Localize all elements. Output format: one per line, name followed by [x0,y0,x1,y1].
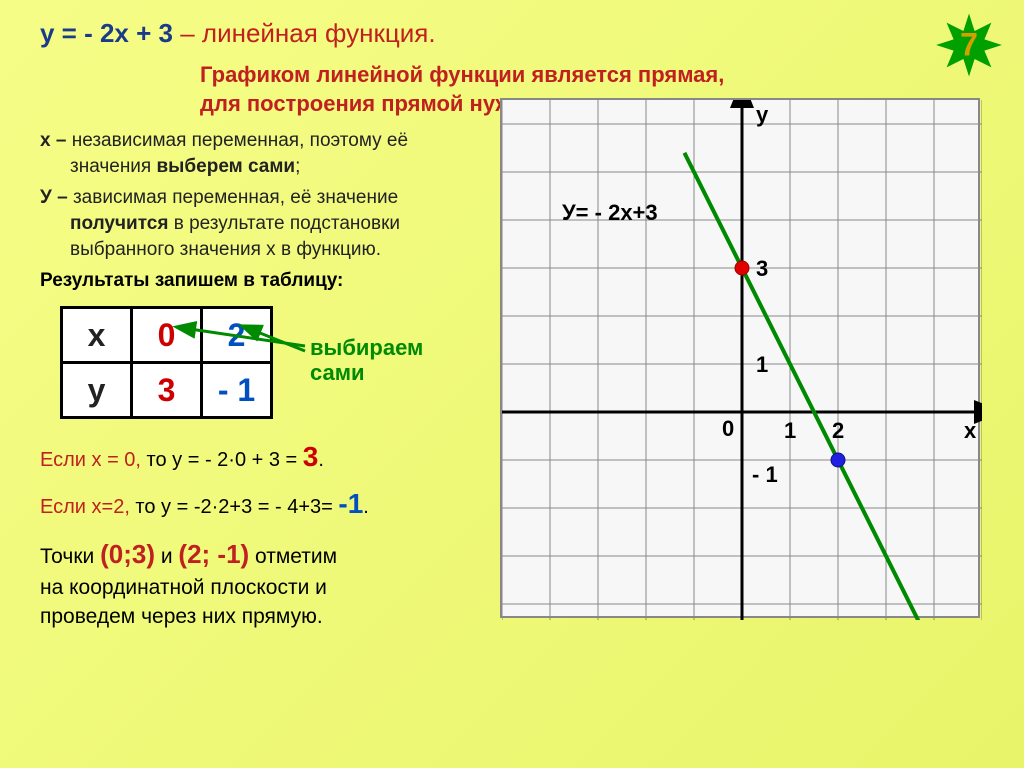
title-equation: у = - 2х + 3 [40,18,173,48]
y-explain: У – зависимая переменная, её значение по… [40,185,490,262]
svg-text:1: 1 [784,418,796,443]
table-row: х 0 2 [62,308,272,363]
calc-line-2: Если х=2, то у = -2·2+3 = - 4+3= -1. [40,486,490,522]
svg-text:0: 0 [722,416,734,441]
calc-line-1: Если х = 0, то у = - 2·0 + 3 = 3. [40,439,490,475]
title: у = - 2х + 3 – линейная функция. [0,0,1024,49]
svg-text:2: 2 [832,418,844,443]
points-text: Точки (0;3) и (2; -1) отметим на координ… [40,536,490,631]
svg-text:- 1: - 1 [752,462,778,487]
svg-text:х: х [964,418,977,443]
svg-text:1: 1 [756,352,768,377]
title-suffix: – линейная функция. [173,18,436,48]
graph-svg: у х 0 1 2 1 3 - 1 У= - 2х+3 [502,100,982,620]
table-row: у 3 - 1 [62,363,272,418]
svg-text:У= - 2х+3: У= - 2х+3 [562,200,658,225]
values-table-wrap: х 0 2 у 3 - 1 вы [40,306,490,419]
values-table: х 0 2 у 3 - 1 [60,306,273,419]
graph-panel: у х 0 1 2 1 3 - 1 У= - 2х+3 [500,98,980,618]
choose-label: выбираем сами [310,336,423,384]
x-explain: х – независимая переменная, поэтому её з… [40,128,490,179]
subtitle-line1: Графиком линейной функции является пряма… [200,61,1024,90]
slide-number-star: 7 [934,10,1004,80]
left-column: х – независимая переменная, поэтому её з… [40,128,490,631]
svg-text:3: 3 [756,256,768,281]
results-title: Результаты запишем в таблицу: [40,270,490,292]
slide-number: 7 [960,27,978,64]
svg-text:у: у [756,102,769,127]
